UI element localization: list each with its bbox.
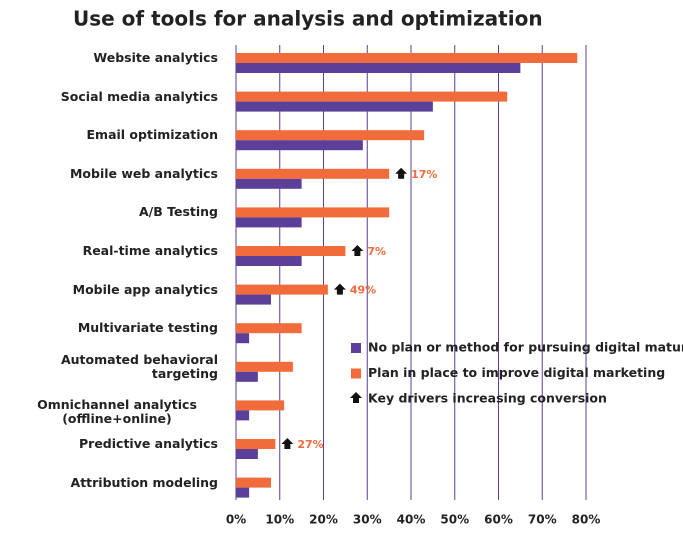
y-tick-label: Mobile web analytics xyxy=(69,165,218,181)
legend-label: Plan in place to improve digital marketi… xyxy=(368,365,665,380)
y-tick-label: Automated behavioral targeting xyxy=(60,351,218,381)
driver-arrow xyxy=(281,438,294,449)
bar xyxy=(236,256,302,266)
driver-arrow xyxy=(395,167,408,179)
x-tick-label: 10% xyxy=(265,513,294,527)
bar xyxy=(236,91,508,102)
driver-arrow xyxy=(333,283,346,295)
x-tick-label: 80% xyxy=(572,513,601,527)
legend-label: No plan or method for pursuing digital m… xyxy=(368,340,683,355)
bar xyxy=(236,246,346,256)
bar xyxy=(236,410,250,421)
bar xyxy=(236,217,302,228)
y-tick-label: Social media analytics xyxy=(60,88,218,104)
x-tick-label: 20% xyxy=(309,513,338,527)
bar xyxy=(236,53,578,63)
chart-title: Use of tools for analysis and optimizati… xyxy=(73,7,543,31)
y-tick-label: Omnichannel analytics (offline+online) xyxy=(37,397,197,427)
bar xyxy=(236,400,285,411)
bar xyxy=(236,284,328,295)
annotation: 49% xyxy=(350,284,376,297)
y-tick-label: A/B Testing xyxy=(138,204,218,220)
bar xyxy=(236,207,390,218)
x-tick-label: 50% xyxy=(440,513,469,527)
y-tick-label: Multivariate testing xyxy=(77,320,218,336)
annotation: 17% xyxy=(411,168,437,181)
x-tick-label: 40% xyxy=(397,513,426,527)
x-tick-label: 60% xyxy=(484,513,513,527)
bar xyxy=(236,371,258,382)
legend-swatch xyxy=(351,343,361,353)
y-tick-label: Mobile app analytics xyxy=(72,281,218,297)
bar xyxy=(236,130,425,141)
bar xyxy=(236,168,390,179)
bar xyxy=(236,449,258,459)
y-tick-label: Email optimization xyxy=(86,127,218,143)
bar xyxy=(236,294,271,305)
annotation: 27% xyxy=(297,438,323,451)
annotation: 7% xyxy=(367,245,386,258)
x-tick-label: 70% xyxy=(528,513,557,527)
bar xyxy=(236,333,250,344)
bar xyxy=(236,140,363,151)
y-tick-label: Real-time analytics xyxy=(82,243,218,258)
x-tick-label: 30% xyxy=(353,513,382,527)
legend-arrow xyxy=(350,392,362,403)
legend-label: Key drivers increasing conversion xyxy=(368,391,607,406)
legend-swatch xyxy=(351,368,361,379)
y-tick-label: Predictive analytics xyxy=(79,436,218,451)
x-tick-label: 0% xyxy=(226,513,246,527)
bar xyxy=(236,439,276,449)
bar xyxy=(236,323,302,334)
bar xyxy=(236,101,433,112)
bar xyxy=(236,361,293,372)
y-tick-label: Attribution modeling xyxy=(70,474,218,490)
bar xyxy=(236,487,250,498)
driver-arrow xyxy=(351,245,364,256)
y-tick-label: Website analytics xyxy=(93,50,218,65)
bar xyxy=(236,63,521,73)
bar xyxy=(236,477,271,488)
bar xyxy=(236,178,302,189)
